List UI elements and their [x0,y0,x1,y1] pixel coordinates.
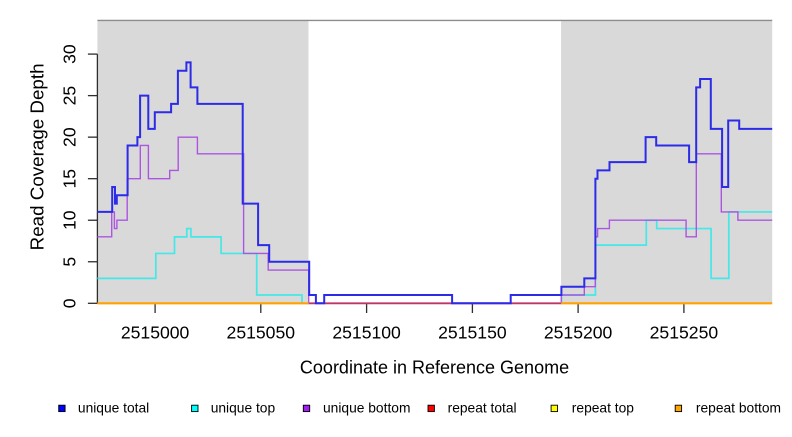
svg-text:unique top: unique top [211,400,276,415]
svg-text:2515000: 2515000 [121,323,190,343]
svg-text:2515250: 2515250 [650,323,719,343]
svg-text:Read Coverage Depth: Read Coverage Depth [27,63,48,250]
svg-text:20: 20 [59,127,79,147]
svg-text:2515150: 2515150 [438,323,507,343]
svg-text:10: 10 [59,210,79,230]
svg-text:0: 0 [59,298,79,308]
svg-text:2515050: 2515050 [227,323,296,343]
svg-text:repeat top: repeat top [572,400,634,415]
svg-text:unique bottom: unique bottom [323,400,410,415]
svg-text:25: 25 [59,86,79,106]
svg-text:Coordinate in Reference Genome: Coordinate in Reference Genome [300,358,569,378]
svg-text:2515100: 2515100 [332,323,401,343]
svg-text:15: 15 [59,169,79,189]
svg-text:repeat total: repeat total [448,400,517,415]
svg-text:unique total: unique total [78,400,149,415]
svg-text:5: 5 [59,257,79,267]
svg-text:repeat bottom: repeat bottom [696,400,781,415]
svg-text:2515200: 2515200 [544,323,613,343]
svg-text:30: 30 [59,44,79,64]
